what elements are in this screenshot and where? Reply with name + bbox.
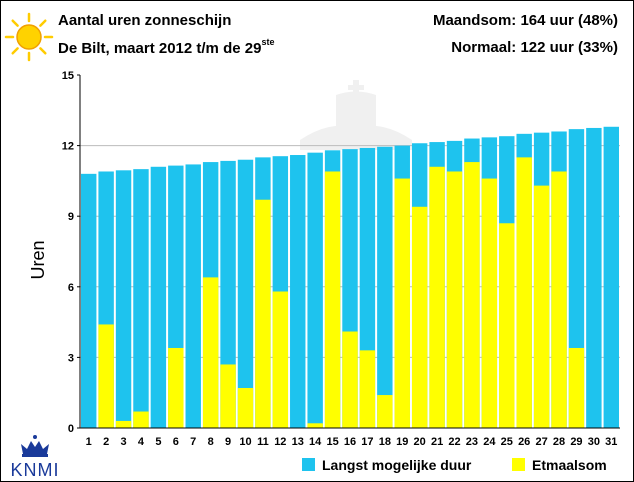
- x-tick-label: 3: [120, 436, 126, 448]
- bar-actual-day-17: [359, 350, 376, 428]
- bar-actual-day-20: [411, 206, 428, 428]
- subtitle-main: De Bilt, maart 2012 t/m de 29: [58, 40, 262, 57]
- bar-actual-day-25: [499, 223, 515, 428]
- bar-actual-day-2: [98, 324, 114, 428]
- x-tick-label: 18: [379, 436, 391, 448]
- bar-actual-day-29: [568, 347, 585, 428]
- bar-actual-day-16: [342, 331, 358, 428]
- bar-actual-day-21: [429, 166, 445, 428]
- x-tick-label: 15: [326, 436, 338, 448]
- y-tick-label: 12: [62, 141, 74, 153]
- bar-actual-day-3: [115, 420, 132, 428]
- logo-text: KNMI: [11, 460, 60, 480]
- watermark-icon: [300, 80, 412, 150]
- y-tick-label: 15: [62, 70, 74, 82]
- x-tick-label: 24: [483, 436, 496, 448]
- bar-possible-day-14: [307, 152, 323, 428]
- bar-actual-day-22: [446, 171, 463, 428]
- x-tick-label: 25: [501, 436, 513, 448]
- crown-icon: [21, 435, 49, 457]
- x-tick-label: 19: [396, 436, 408, 448]
- x-tick-label: 1: [86, 436, 92, 448]
- x-tick-label: 16: [344, 436, 356, 448]
- x-tick-label: 22: [448, 436, 460, 448]
- x-tick-label: 26: [518, 436, 530, 448]
- legend-swatch-actual: [512, 458, 525, 471]
- subtitle-superscript: ste: [261, 37, 275, 47]
- bar-actual-day-10: [237, 387, 254, 428]
- bar-possible-day-5: [150, 166, 167, 428]
- legend-swatch-possible: [302, 458, 315, 471]
- y-tick-label: 0: [68, 423, 74, 435]
- bar-actual-day-27: [533, 185, 550, 428]
- bar-possible-day-13: [290, 155, 306, 428]
- x-tick-label: 8: [208, 436, 214, 448]
- y-axis-label: Uren: [28, 240, 48, 279]
- chart-title: Aantal uren zonneschijn: [58, 12, 232, 29]
- bar-actual-day-6: [168, 347, 184, 428]
- bar-actual-day-26: [516, 157, 532, 428]
- x-tick-label: 12: [274, 436, 286, 448]
- y-tick-label: 9: [68, 211, 74, 223]
- bar-actual-day-11: [255, 199, 271, 428]
- x-tick-label: 13: [292, 436, 304, 448]
- legend-label-actual: Etmaalsom: [532, 457, 607, 473]
- x-tick-label: 29: [570, 436, 582, 448]
- bar-actual-day-14: [307, 423, 323, 428]
- x-tick-label: 28: [553, 436, 565, 448]
- bar-actual-day-15: [324, 171, 341, 428]
- bar-possible-day-4: [133, 169, 149, 428]
- legend-label-possible: Langst mogelijke duur: [322, 457, 472, 473]
- bar-possible-day-30: [586, 127, 602, 428]
- x-tick-label: 31: [605, 436, 617, 448]
- bar-actual-day-12: [272, 291, 289, 428]
- y-tick-label: 3: [68, 352, 74, 364]
- x-tick-label: 10: [239, 436, 251, 448]
- bar-possible-day-7: [185, 164, 201, 428]
- bar-possible-day-3: [115, 170, 132, 428]
- y-tick-label: 6: [68, 282, 74, 294]
- bar-actual-day-8: [202, 277, 219, 428]
- legend: Langst mogelijke duur Etmaalsom: [302, 457, 607, 473]
- x-tick-label: 5: [155, 436, 161, 448]
- bar-actual-day-24: [481, 178, 498, 428]
- bar-actual-day-4: [133, 411, 149, 428]
- x-tick-label: 27: [535, 436, 547, 448]
- x-tick-label: 7: [190, 436, 196, 448]
- x-tick-label: 2: [103, 436, 109, 448]
- bar-actual-day-28: [551, 171, 567, 428]
- knmi-logo: KNMI: [11, 435, 60, 480]
- normal-label: Normaal: 122 uur (33%): [451, 39, 618, 56]
- bar-actual-day-23: [464, 162, 480, 428]
- bar-actual-day-19: [394, 178, 410, 428]
- bar-possible-day-18: [377, 146, 393, 428]
- bar-actual-day-9: [220, 364, 236, 428]
- bar-possible-day-31: [603, 126, 619, 429]
- x-tick-label: 20: [414, 436, 426, 448]
- bar-possible-day-10: [237, 159, 254, 428]
- x-tick-label: 17: [361, 436, 373, 448]
- x-tick-label: 4: [138, 436, 145, 448]
- bar-actual-day-18: [377, 395, 393, 428]
- sun-icon: [4, 12, 54, 62]
- x-tick-label: 23: [466, 436, 478, 448]
- x-tick-label: 14: [309, 436, 322, 448]
- bar-possible-day-9: [220, 160, 236, 428]
- x-tick-label: 11: [257, 436, 269, 448]
- x-tick-label: 30: [588, 436, 600, 448]
- chart-subtitle: De Bilt, maart 2012 t/m de 29ste: [58, 37, 275, 57]
- month-sum-label: Maandsom: 164 uur (48%): [432, 12, 618, 29]
- x-tick-label: 21: [431, 436, 443, 448]
- x-tick-label: 6: [173, 436, 179, 448]
- bar-possible-day-1: [81, 173, 97, 428]
- x-tick-label: 9: [225, 436, 231, 448]
